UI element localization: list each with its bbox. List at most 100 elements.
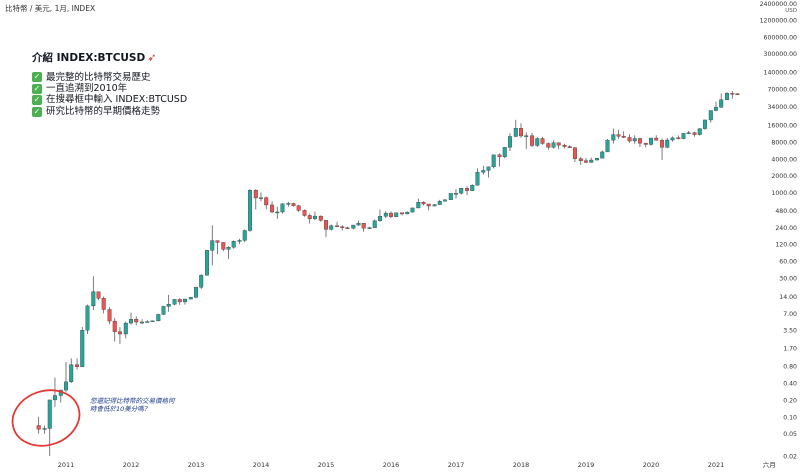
candle-body [199, 275, 204, 288]
candle [389, 211, 393, 219]
candle [616, 129, 621, 139]
candle [513, 119, 518, 138]
candle [567, 145, 572, 149]
candle-body [275, 211, 280, 214]
candle [421, 201, 426, 205]
candle-body [611, 134, 616, 141]
candle-body [361, 223, 366, 229]
candle-body [129, 319, 133, 324]
candle [182, 298, 187, 305]
candle-body [80, 330, 85, 367]
candle-body [660, 140, 665, 148]
candle [161, 305, 166, 316]
candle-body [172, 299, 177, 305]
candle-body [535, 138, 540, 146]
candle [660, 138, 665, 161]
candle-body [405, 211, 410, 215]
candle [416, 198, 421, 209]
y-tick-label: 140000.00 [764, 70, 798, 77]
candle-body [491, 154, 496, 168]
candle-body [329, 225, 334, 230]
candle-body [156, 314, 161, 322]
candle [637, 137, 642, 147]
candle [572, 146, 577, 163]
candle [562, 143, 567, 149]
candle-body [442, 199, 447, 202]
candle-body [36, 425, 41, 430]
x-tick-label: 2016 [383, 461, 400, 469]
candle [546, 142, 551, 150]
x-tick-label: 2021 [708, 461, 725, 469]
candle [454, 189, 458, 199]
candle [210, 225, 215, 266]
candle [519, 123, 523, 138]
candle-body [702, 119, 707, 129]
candle [80, 326, 85, 367]
candle [426, 203, 431, 211]
y-tick-label: 34000.00 [767, 104, 797, 111]
candle-body [182, 298, 187, 303]
y-tick-label: 1.70 [783, 345, 797, 352]
candle-body [616, 134, 621, 137]
candle [356, 220, 361, 226]
y-tick-label: 480.00 [775, 208, 797, 215]
intro-title: 介紹 INDEX:BTCUSD ➶ [32, 51, 157, 64]
candle-body [649, 137, 653, 145]
annotation-line: 您還記得比特幣的交易價格何 [90, 397, 175, 405]
candle [329, 224, 334, 231]
candle-body [486, 166, 491, 171]
candle [400, 212, 405, 216]
y-tick-label: 600000.00 [764, 34, 798, 41]
candle-body [681, 133, 686, 139]
candle [101, 296, 106, 314]
candle [253, 189, 258, 210]
candle-body [389, 212, 393, 217]
candle-body [725, 93, 730, 100]
candle [491, 154, 496, 169]
candle [470, 184, 475, 192]
candle-body [52, 395, 57, 401]
candle [194, 286, 198, 299]
candle [107, 307, 112, 325]
candle-body [221, 242, 226, 250]
candle-body [231, 241, 236, 248]
candle-body [584, 160, 588, 163]
candle-body [551, 142, 556, 148]
annotation-note: 您還記得比特幣的交易價格何 時會低於10美分嗎？ [90, 397, 200, 413]
check-icon: ✓ [32, 83, 42, 94]
intro-panel: 介紹 INDEX:BTCUSD ➶ ✓ 最完整的比特幣交易歷史 ✓ 一直追溯到2010… [32, 51, 187, 117]
candle [237, 238, 242, 245]
candle [497, 153, 502, 167]
candle-body [426, 203, 431, 207]
candle-body [507, 136, 512, 148]
candle [312, 211, 317, 221]
candle-body [410, 207, 415, 213]
y-tick-label: 16000.00 [767, 123, 797, 130]
candle [719, 93, 724, 108]
candle [172, 299, 177, 306]
candle-body [356, 223, 361, 226]
candle-body [377, 216, 382, 221]
candle-body [188, 297, 193, 300]
candle-body [400, 212, 405, 215]
candle [226, 246, 231, 260]
candle-body [454, 193, 458, 195]
candle-body [670, 137, 675, 141]
candle [52, 377, 57, 407]
x-tick-label: 2013 [188, 461, 205, 469]
x-tick-label: 六月 [763, 460, 776, 469]
candle [692, 131, 697, 137]
candle-body [307, 215, 312, 219]
candle-body [270, 204, 275, 213]
y-tick-label: 0.40 [783, 381, 797, 388]
candle [676, 135, 681, 140]
candle [335, 221, 340, 228]
x-tick-label: 2015 [318, 461, 335, 469]
candle [166, 294, 171, 312]
candle [318, 215, 323, 222]
candle-body [166, 304, 171, 307]
candle-body [280, 203, 285, 213]
y-tick-label: 120.00 [775, 242, 797, 249]
candle-body [540, 138, 545, 144]
